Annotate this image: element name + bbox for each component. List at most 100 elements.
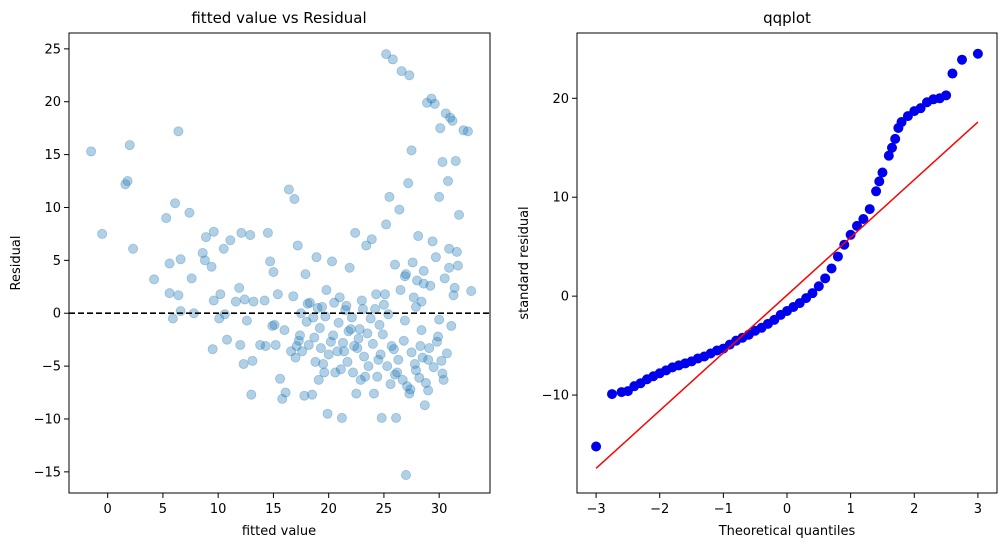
y-tick-label: 15: [44, 148, 61, 163]
data-point: [208, 226, 219, 237]
data-point: [401, 269, 412, 280]
data-point: [292, 240, 303, 251]
data-point: [311, 252, 322, 263]
data-point: [334, 292, 345, 303]
data-point: [313, 374, 324, 385]
data-point: [363, 361, 374, 372]
data-point: [239, 294, 250, 305]
data-point: [328, 330, 339, 341]
data-point: [392, 367, 403, 378]
data-point: [864, 204, 875, 215]
data-point: [409, 358, 420, 369]
data-point: [426, 93, 437, 104]
data-point: [915, 103, 926, 114]
data-point: [446, 320, 457, 331]
data-point: [407, 257, 418, 268]
data-point: [466, 286, 477, 297]
data-point: [395, 284, 406, 295]
residual-plot-panel: fitted value vs Residual 0 5 10 15 20 25 30 −1…: [9, 9, 491, 539]
data-point: [338, 337, 349, 348]
data-point: [406, 145, 417, 156]
data-point: [425, 280, 436, 291]
data-point: [440, 108, 451, 119]
data-point: [370, 303, 381, 314]
residual-plot-title: fitted value vs Residual: [191, 9, 366, 27]
data-point: [170, 198, 181, 209]
data-point: [445, 112, 456, 123]
residual-plot-y-axis: −15 −10 −5 0 5 10 15 20 25: [34, 42, 69, 480]
data-point: [236, 227, 247, 238]
data-point: [591, 441, 602, 452]
data-point: [320, 311, 331, 322]
data-point: [270, 339, 281, 350]
data-point: [299, 390, 310, 401]
data-point: [294, 330, 305, 341]
qqplot-reference-line: [595, 121, 979, 469]
y-tick-label: 20: [44, 95, 61, 110]
data-point: [235, 339, 246, 350]
data-point: [359, 351, 370, 362]
data-point: [283, 184, 294, 195]
qqplot-ylabel: standard residual: [517, 206, 532, 319]
data-point: [450, 155, 461, 166]
data-point: [434, 191, 445, 202]
data-point: [419, 400, 430, 411]
data-point: [430, 252, 441, 263]
data-point: [443, 176, 454, 187]
x-tick-label: 2: [910, 502, 918, 517]
data-point: [86, 146, 97, 157]
data-point: [820, 273, 831, 284]
data-point: [343, 326, 354, 337]
data-point: [208, 295, 219, 306]
data-point: [347, 367, 358, 378]
data-point: [361, 240, 372, 251]
data-point: [435, 123, 446, 134]
data-point: [401, 470, 412, 481]
data-point: [245, 229, 256, 240]
data-point: [396, 66, 407, 77]
data-point: [197, 247, 208, 258]
data-point: [312, 302, 323, 313]
data-point: [376, 412, 387, 423]
data-point: [427, 236, 438, 247]
data-point: [365, 313, 376, 324]
x-tick-label: 3: [974, 502, 982, 517]
data-point: [329, 297, 340, 308]
data-point: [241, 315, 252, 326]
data-point: [896, 117, 907, 128]
data-point: [389, 369, 400, 380]
data-point: [839, 239, 850, 250]
data-point: [319, 367, 330, 378]
data-point: [418, 278, 429, 289]
data-point: [326, 256, 337, 267]
qqplot-title: qqplot: [763, 9, 811, 27]
data-point: [267, 320, 278, 331]
data-point: [458, 125, 469, 136]
data-point: [259, 295, 270, 306]
x-tick-label: −3: [587, 502, 606, 517]
data-point: [246, 389, 257, 400]
data-point: [399, 271, 410, 282]
data-point: [437, 157, 448, 168]
data-point: [290, 352, 301, 363]
data-point: [277, 393, 288, 404]
data-point: [293, 335, 304, 346]
data-point: [289, 194, 300, 205]
data-point: [262, 227, 273, 238]
data-point: [302, 298, 313, 309]
data-point: [378, 299, 389, 310]
data-point: [362, 328, 373, 339]
data-point: [97, 228, 108, 239]
data-point: [403, 178, 414, 189]
y-tick-label: 0: [53, 307, 61, 322]
data-point: [173, 290, 184, 301]
data-point: [404, 388, 415, 399]
data-point: [323, 349, 334, 360]
data-point: [349, 341, 360, 352]
data-point: [422, 97, 433, 108]
data-point: [175, 306, 186, 317]
data-point: [441, 348, 452, 359]
data-point: [429, 98, 440, 109]
